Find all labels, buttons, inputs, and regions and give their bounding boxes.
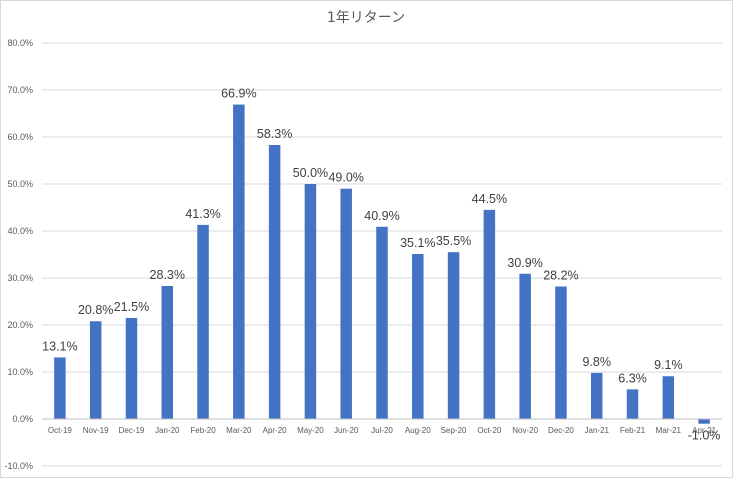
y-tick-label: 30.0% (7, 273, 33, 283)
bar (698, 419, 710, 424)
bar (412, 254, 424, 419)
bar (161, 285, 174, 419)
data-label: 9.1% (654, 358, 683, 372)
bar (340, 188, 352, 419)
x-tick-label: Oct-20 (477, 426, 502, 435)
y-tick-label: 50.0% (7, 179, 33, 189)
bar (483, 209, 496, 419)
x-tick-label: Mar-20 (226, 426, 252, 435)
data-labels: 13.1% 20.8% 21.5% 28.3% 41.3% 66.9% 58.3% 50.0%… (42, 87, 720, 443)
x-tick-label: Aug-20 (405, 426, 431, 435)
bar (590, 372, 603, 419)
x-tick-label: Jul-20 (371, 426, 393, 435)
bar (89, 321, 102, 419)
bar (197, 224, 209, 419)
y-tick-label: 40.0% (7, 226, 33, 236)
data-label: 35.5% (436, 234, 471, 248)
data-label: 9.8% (582, 355, 611, 369)
y-tick-label: 20.0% (7, 320, 33, 330)
x-tick-label: Apr-21 (692, 426, 717, 435)
bar (304, 184, 317, 419)
data-label: 40.9% (364, 209, 399, 223)
data-label: 28.2% (543, 268, 578, 282)
bar (268, 144, 281, 420)
bar (54, 357, 66, 419)
x-tick-label: Oct-19 (48, 426, 73, 435)
y-tick-label: -10.0% (4, 461, 33, 471)
bar (662, 376, 675, 419)
bar (233, 104, 245, 419)
data-label: 58.3% (257, 127, 292, 141)
data-label: 30.9% (507, 256, 542, 270)
data-label: 66.9% (221, 87, 256, 101)
bar (626, 389, 639, 419)
y-axis-ticks: -10.0% 0.0% 10.0% 20.0% 30.0% 40.0% 50.0% 60.0%… (4, 38, 33, 471)
x-tick-label: Mar-21 (656, 426, 682, 435)
x-tick-label: Nov-20 (512, 426, 538, 435)
x-tick-label: Feb-21 (620, 426, 646, 435)
y-tick-label: 60.0% (7, 132, 33, 142)
data-label: 21.5% (114, 300, 149, 314)
x-tick-label: Nov-19 (83, 426, 109, 435)
x-tick-label: Dec-20 (548, 426, 574, 435)
bar (376, 226, 388, 419)
data-label: 50.0% (293, 166, 328, 180)
y-tick-label: 80.0% (7, 38, 33, 48)
x-tick-label: Sep-20 (441, 426, 467, 435)
bar (555, 286, 567, 419)
x-tick-label: May-20 (297, 426, 324, 435)
x-tick-label: Dec-19 (119, 426, 145, 435)
data-label: 44.5% (472, 192, 507, 206)
data-label: 49.0% (328, 171, 363, 185)
data-label: 28.3% (150, 268, 185, 282)
x-tick-label: Jan-21 (585, 426, 610, 435)
y-tick-label: 0.0% (12, 414, 33, 424)
data-label: 6.3% (618, 371, 647, 385)
bar (519, 273, 531, 419)
y-tick-label: 10.0% (7, 367, 33, 377)
x-axis-ticks: Oct-19 Nov-19 Dec-19 Jan-20 Feb-20 Mar-20 Apr-… (48, 426, 717, 435)
bar (125, 317, 138, 419)
gridlines (42, 42, 722, 467)
data-label: 35.1% (400, 236, 435, 250)
data-label: -1.0% (688, 429, 721, 443)
data-label: 13.1% (42, 339, 77, 353)
data-label: 41.3% (185, 207, 220, 221)
x-tick-label: Feb-20 (190, 426, 216, 435)
bar (447, 252, 460, 419)
chart-title: 1年リターン (327, 10, 405, 26)
data-label: 20.8% (78, 303, 113, 317)
x-tick-label: Jan-20 (155, 426, 180, 435)
y-tick-label: 70.0% (7, 85, 33, 95)
x-tick-label: Apr-20 (263, 426, 288, 435)
x-tick-label: Jun-20 (334, 426, 359, 435)
bars (54, 104, 710, 424)
